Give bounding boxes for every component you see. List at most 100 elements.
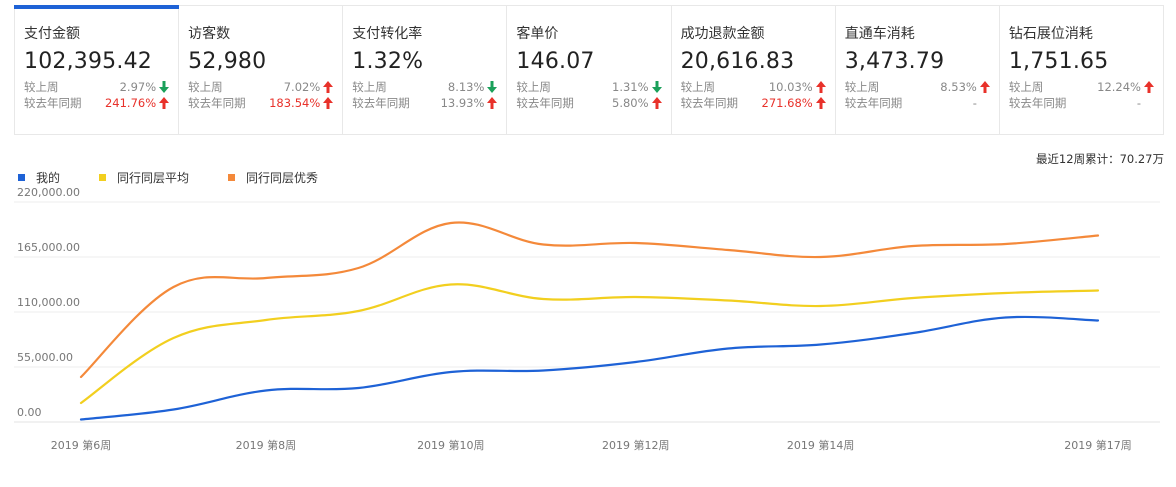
y-tick-label: 220,000.00 xyxy=(17,186,80,199)
year-over-year: 较去年同期 - xyxy=(845,95,991,111)
yoy-value: 241.76% xyxy=(104,96,157,110)
yoy-label: 较去年同期 xyxy=(844,96,903,110)
yoy-label: 较去年同期 xyxy=(188,96,246,110)
x-tick-label: 2019 第17周 xyxy=(1064,438,1132,452)
yoy-value: - xyxy=(972,96,977,110)
metric-card[interactable]: 支付转化率 1.32% 较上周 8.13% 较去年同期 13.93% xyxy=(343,6,508,134)
metric-value: 52,980 xyxy=(188,49,267,74)
year-over-year: 较去年同期 5.80% xyxy=(516,95,662,111)
x-tick-label: 2019 第8周 xyxy=(236,438,297,452)
series-line xyxy=(79,315,1100,421)
y-tick-label: 0.00 xyxy=(17,406,42,419)
metric-card[interactable]: 客单价 146.07 较上周 1.31% 较去年同期 5.80% xyxy=(507,6,672,134)
yoy-value: 183.54% xyxy=(269,96,321,110)
legend-label: 同行同层平均 xyxy=(117,171,190,185)
arrow-down-icon xyxy=(487,81,498,93)
metric-value: 102,395.42 xyxy=(24,49,152,74)
arrow-up-icon xyxy=(159,97,170,109)
arrow-up-icon xyxy=(1143,81,1155,93)
line-chart: 0.00 55,000.00 110,000.00 165,000.00 220,000… xyxy=(14,186,1160,452)
arrow-up-icon xyxy=(651,97,663,109)
yoy-label: 较去年同期 xyxy=(516,96,574,110)
x-tick-label: 2019 第6周 xyxy=(51,438,112,452)
yoy-value: 5.80% xyxy=(612,96,649,110)
yoy-label: 较去年同期 xyxy=(24,96,82,110)
wow-value: 12.24% xyxy=(1097,80,1141,94)
wow-value: 8.53% xyxy=(940,80,977,94)
arrow-up-icon xyxy=(323,97,334,109)
year-over-year: 较去年同期 13.93% xyxy=(352,95,498,111)
yoy-value: 271.68% xyxy=(761,96,813,110)
metric-title: 支付转化率 xyxy=(352,26,423,42)
metric-title: 访客数 xyxy=(188,26,231,42)
wow-value: 1.31% xyxy=(612,80,649,94)
arrow-up-icon xyxy=(487,97,498,109)
y-tick-label: 55,000.00 xyxy=(17,351,73,364)
wow-label: 较上周 xyxy=(352,80,387,94)
chart-legend: 我的 同行同层平均 同行同层优秀 xyxy=(18,169,357,186)
year-over-year: 较去年同期 271.68% xyxy=(681,95,827,111)
week-over-week: 较上周 2.97% xyxy=(24,79,170,95)
year-over-year: 较去年同期 183.54% xyxy=(188,95,334,111)
yoy-label: 较去年同期 xyxy=(1008,96,1067,110)
legend-swatch xyxy=(18,174,25,181)
x-tick-label: 2019 第14周 xyxy=(787,438,855,452)
wow-label: 较上周 xyxy=(680,80,716,94)
metric-card[interactable]: 钻石展位消耗 1,751.65 较上周 12.24% 较去年同期 - xyxy=(1000,6,1163,134)
cumulative-summary: 最近12周累计：70.27万 xyxy=(1035,152,1164,166)
week-over-week: 较上周 7.02% xyxy=(188,79,334,95)
arrow-down-icon xyxy=(159,81,170,93)
wow-label: 较上周 xyxy=(1008,80,1044,94)
metric-card[interactable]: 成功退款金额 20,616.83 较上周 10.03% 较去年同期 271.68% xyxy=(672,6,836,134)
metric-card[interactable]: 直通车消耗 3,473.79 较上周 8.53% 较去年同期 - xyxy=(836,6,1000,134)
metric-title: 成功退款金额 xyxy=(680,26,765,42)
metric-value: 1.32% xyxy=(352,49,424,74)
metrics-panel: 支付金额 102,395.42 较上周 2.97% 较去年同期 241.76% 访客数 52,… xyxy=(13,5,1164,135)
metric-title: 钻石展位消耗 xyxy=(1008,26,1093,42)
wow-value: 10.03% xyxy=(768,80,813,94)
arrow-up-icon xyxy=(815,97,827,109)
wow-value: 8.13% xyxy=(447,80,485,94)
metric-value: 3,473.79 xyxy=(844,49,945,74)
wow-label: 较上周 xyxy=(188,80,223,94)
wow-value: 7.02% xyxy=(283,80,321,94)
wow-value: 2.97% xyxy=(119,80,157,94)
metric-title: 支付金额 xyxy=(24,26,80,42)
wow-label: 较上周 xyxy=(844,80,880,94)
week-over-week: 较上周 8.53% xyxy=(845,79,991,95)
x-tick-label: 2019 第12周 xyxy=(602,438,670,452)
metric-value: 146.07 xyxy=(516,49,595,74)
metric-title: 客单价 xyxy=(516,26,559,42)
legend-label: 我的 xyxy=(36,171,61,185)
metric-value: 20,616.83 xyxy=(680,49,795,74)
arrow-down-icon xyxy=(651,81,663,93)
yoy-label: 较去年同期 xyxy=(352,96,410,110)
metric-title: 直通车消耗 xyxy=(844,26,915,42)
week-over-week: 较上周 10.03% xyxy=(681,79,827,95)
yoy-label: 较去年同期 xyxy=(680,96,739,110)
legend-swatch xyxy=(228,174,236,181)
y-tick-label: 110,000.00 xyxy=(17,296,80,309)
week-over-week: 较上周 12.24% xyxy=(1009,79,1155,95)
arrow-up-icon xyxy=(815,81,827,93)
arrow-up-icon xyxy=(323,81,334,93)
metric-card[interactable]: 访客数 52,980 较上周 7.02% 较去年同期 183.54% xyxy=(179,6,344,134)
metric-card[interactable]: 支付金额 102,395.42 较上周 2.97% 较去年同期 241.76% xyxy=(13,5,180,134)
metric-value: 1,751.65 xyxy=(1008,49,1109,74)
series-line xyxy=(79,221,1100,379)
week-over-week: 较上周 8.13% xyxy=(352,79,498,95)
arrow-up-icon xyxy=(979,81,991,93)
year-over-year: 较去年同期 - xyxy=(1009,95,1155,111)
wow-label: 较上周 xyxy=(24,80,59,94)
legend-item[interactable]: 同行同层优秀 xyxy=(228,169,318,186)
legend-item[interactable]: 我的 xyxy=(18,169,60,186)
legend-label: 同行同层优秀 xyxy=(246,171,319,185)
yoy-value: 13.93% xyxy=(440,96,485,110)
legend-item[interactable]: 同行同层平均 xyxy=(99,169,189,186)
yoy-value: - xyxy=(1136,96,1141,110)
wow-label: 较上周 xyxy=(516,80,551,94)
legend-swatch xyxy=(99,174,107,181)
week-over-week: 较上周 1.31% xyxy=(516,79,662,95)
series-line xyxy=(79,283,1100,405)
y-tick-label: 165,000.00 xyxy=(17,241,80,254)
